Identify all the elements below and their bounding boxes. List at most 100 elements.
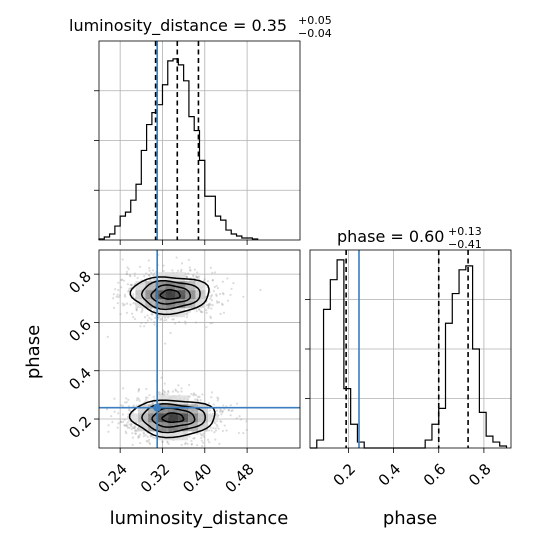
scatter-point — [137, 397, 140, 401]
density-bin — [188, 404, 199, 414]
scatter-point — [200, 439, 203, 442]
scatter-point — [117, 289, 120, 292]
density-bin — [165, 308, 176, 318]
scatter-point — [137, 435, 141, 438]
scatter-point — [130, 423, 133, 426]
y-tick-label: 0.2 — [65, 412, 95, 442]
scatter-point — [175, 389, 178, 392]
hist-phase-ticks — [305, 299, 485, 453]
scatter-point — [169, 331, 172, 335]
scatter-point — [117, 295, 120, 299]
scatter-point — [197, 308, 201, 311]
density-bin — [145, 281, 156, 291]
scatter-point — [230, 287, 233, 290]
scatter-point — [214, 438, 217, 441]
contour-line — [159, 289, 181, 300]
scatter-point — [125, 423, 128, 426]
scatter-point — [107, 430, 110, 433]
density-bin — [138, 422, 149, 432]
scatter-point — [184, 312, 188, 315]
x-tick-label: 0.2 — [330, 460, 360, 490]
contour-line — [150, 284, 192, 305]
scatter-point — [209, 316, 213, 320]
hist-luminosity-distance-panel: luminosity_distance = 0.35 +0.05 −0.04 — [69, 14, 332, 245]
scatter-point — [135, 399, 139, 402]
scatter-point — [113, 397, 116, 400]
scatter-point — [195, 276, 199, 279]
scatter-point — [127, 267, 130, 271]
scatter-point — [215, 423, 218, 426]
scatter-point — [205, 309, 208, 312]
scatter-point — [201, 393, 204, 396]
scatter-point — [131, 443, 134, 446]
scatter-point — [171, 390, 175, 393]
scatter-point — [219, 292, 222, 296]
density-bin — [128, 413, 139, 423]
scatter-point — [121, 420, 125, 423]
scatter-point — [124, 295, 127, 298]
scatter-point — [167, 389, 170, 393]
scatter-point — [192, 437, 195, 440]
scatter-point — [148, 393, 151, 397]
density-bin — [175, 281, 186, 291]
density-bin — [168, 413, 179, 423]
scatter-point — [198, 395, 201, 398]
scatter-point — [139, 433, 142, 436]
density-bin — [138, 413, 149, 423]
scatter-point — [212, 290, 215, 293]
scatter-point — [141, 309, 144, 312]
scatter-point — [132, 426, 136, 429]
scatter-point — [196, 271, 199, 274]
scatter-point — [219, 312, 222, 316]
scatter-point — [205, 311, 208, 314]
scatter-point — [125, 302, 129, 305]
scatter-point — [180, 268, 183, 271]
contour-line — [151, 407, 196, 428]
scatter-point — [196, 444, 199, 447]
scatter-point — [160, 376, 163, 379]
scatter-point — [196, 399, 199, 403]
scatter-point — [124, 424, 128, 427]
scatter-point — [158, 391, 161, 394]
scatter-point — [144, 396, 148, 399]
scatter-point — [211, 271, 214, 275]
scatter-point — [176, 269, 180, 272]
scatter-point — [209, 322, 212, 325]
hist-phase-grid — [310, 250, 511, 448]
scatter-point — [150, 318, 153, 321]
scatter-point — [115, 295, 118, 298]
scatter-point — [123, 293, 126, 296]
scatter-point — [134, 426, 137, 429]
joint-x-axis-label: luminosity_distance — [110, 508, 289, 529]
scatter-point — [175, 256, 178, 259]
scatter-point — [213, 285, 216, 289]
scatter-point — [149, 435, 152, 438]
scatter-point — [121, 302, 124, 305]
scatter-point — [131, 436, 135, 439]
title-base: phase = 0.60 — [337, 227, 444, 246]
scatter-point — [201, 441, 205, 444]
scatter-point — [210, 391, 214, 394]
density-bin — [175, 299, 186, 309]
scatter-point — [164, 391, 167, 394]
scatter-point — [195, 275, 198, 278]
scatter-point — [145, 272, 148, 275]
scatter-point — [117, 422, 120, 425]
density-bin — [198, 422, 209, 432]
scatter-point — [112, 297, 115, 300]
contour-line — [161, 412, 185, 424]
scatter-point — [133, 274, 136, 278]
scatter-point — [119, 420, 123, 424]
scatter-point — [159, 318, 162, 321]
scatter-point — [125, 401, 128, 404]
scatter-point — [117, 281, 120, 284]
scatter-point — [148, 441, 151, 444]
scatter-point — [150, 279, 153, 282]
scatter-point — [154, 436, 157, 439]
scatter-point — [130, 283, 133, 287]
hist-phase-title-sub: −0.41 — [448, 238, 482, 251]
scatter-point — [208, 441, 211, 444]
scatter-point — [131, 312, 134, 315]
scatter-point — [210, 396, 213, 399]
scatter-point — [188, 435, 191, 438]
